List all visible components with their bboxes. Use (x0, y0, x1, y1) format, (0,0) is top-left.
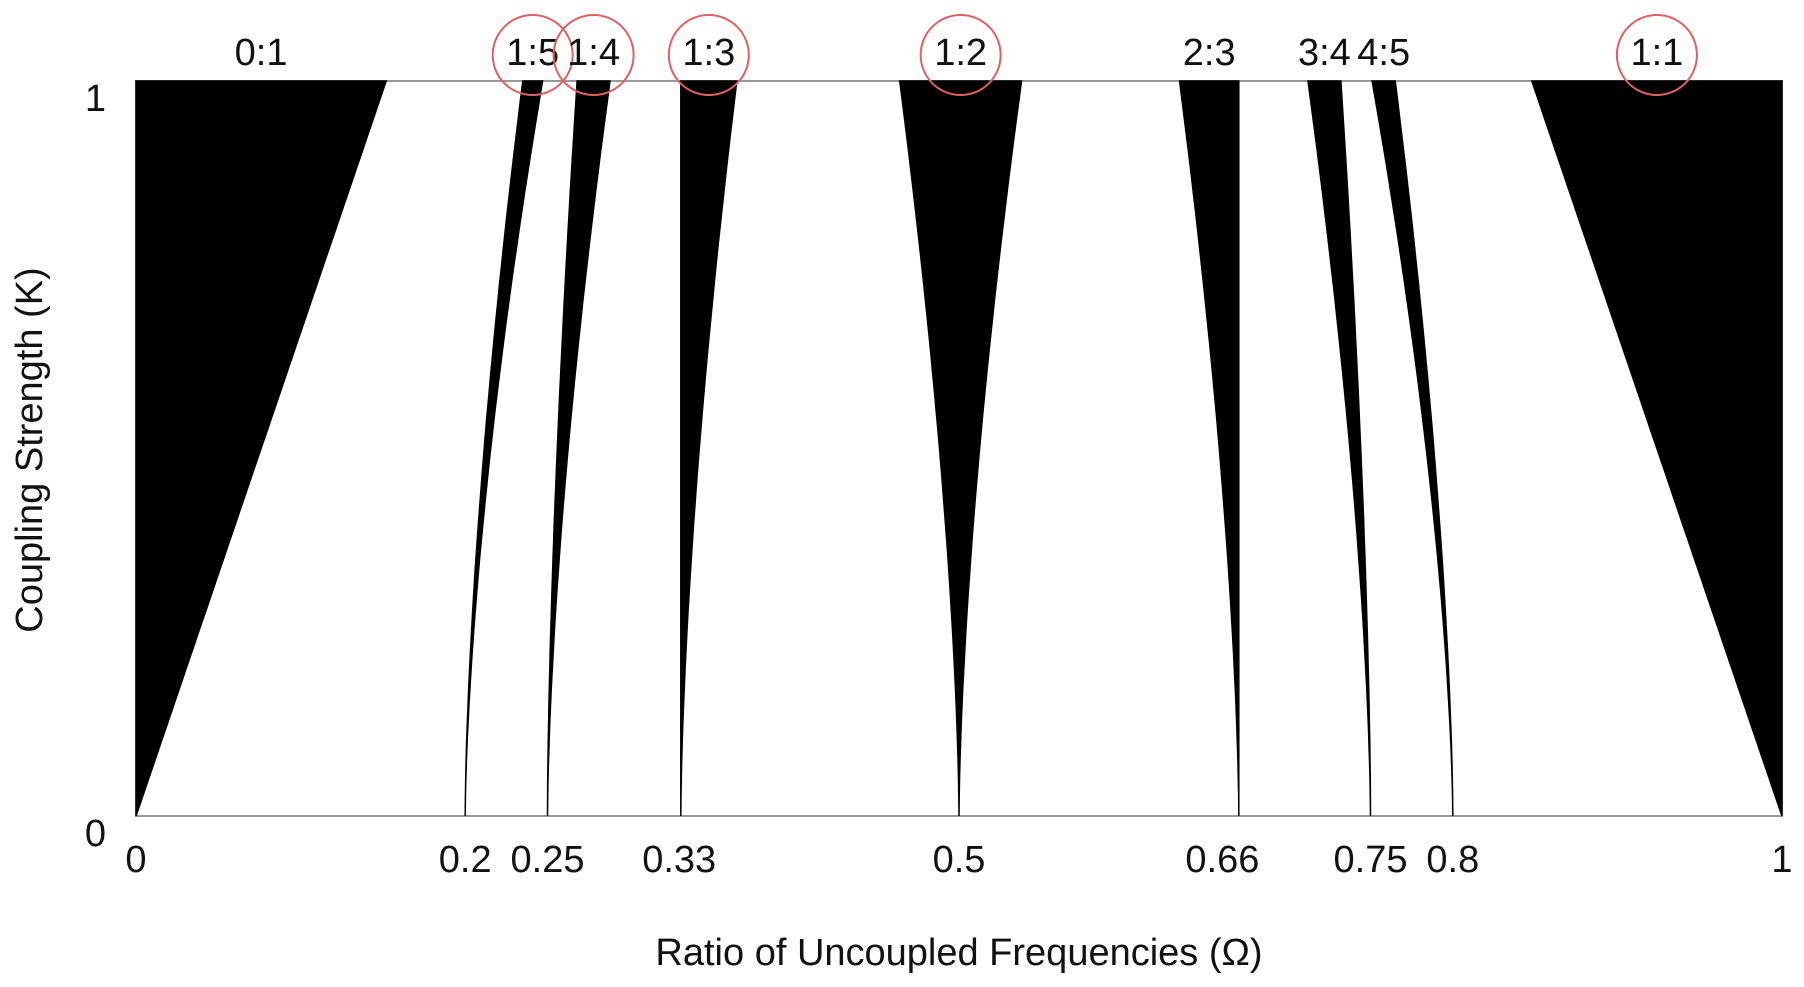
label-circle (491, 14, 574, 96)
y-axis-label: Coupling Strength (K) (9, 267, 51, 632)
x-tick-label: 0.8 (1426, 839, 1479, 881)
tongue (1307, 80, 1372, 817)
x-tick-label: 0.5 (933, 839, 986, 881)
tongue-label: 0:1 (235, 32, 288, 74)
tongue (1178, 80, 1240, 817)
label-circle (667, 14, 750, 96)
y-tick-label: 1 (85, 78, 106, 120)
x-tick-label: 0.33 (642, 839, 716, 881)
label-circle (919, 14, 1002, 96)
x-tick-label: 0.25 (511, 839, 585, 881)
tongue-label: 1:4 (567, 32, 620, 74)
x-axis-label: Ratio of Uncoupled Frequencies (Ω) (655, 932, 1262, 974)
tongue (1371, 80, 1454, 817)
x-tick-label: 0.2 (439, 839, 492, 881)
tongue-label: 1:2 (934, 32, 987, 74)
x-tick-label: 0.66 (1185, 839, 1259, 881)
tongue (1530, 80, 1783, 817)
tongue (680, 80, 738, 817)
tongue-label: 4:5 (1357, 32, 1410, 74)
y-tick-label: 0 (85, 813, 106, 855)
x-tick-label: 0 (125, 839, 146, 881)
x-tick-label: 0.75 (1334, 839, 1408, 881)
tongue-label: 1:1 (1630, 32, 1683, 74)
label-circle (1615, 14, 1698, 96)
x-tick-label: 1 (1771, 839, 1792, 881)
tongue (135, 80, 388, 817)
tongue (898, 80, 1023, 817)
tongue-label: 1:3 (682, 32, 735, 74)
tongue-label: 3:4 (1298, 32, 1351, 74)
tongue-label: 2:3 (1183, 32, 1236, 74)
tongue-label: 1:5 (506, 32, 559, 74)
tongue (546, 80, 611, 817)
tongue (464, 80, 544, 817)
label-circle (552, 14, 635, 96)
